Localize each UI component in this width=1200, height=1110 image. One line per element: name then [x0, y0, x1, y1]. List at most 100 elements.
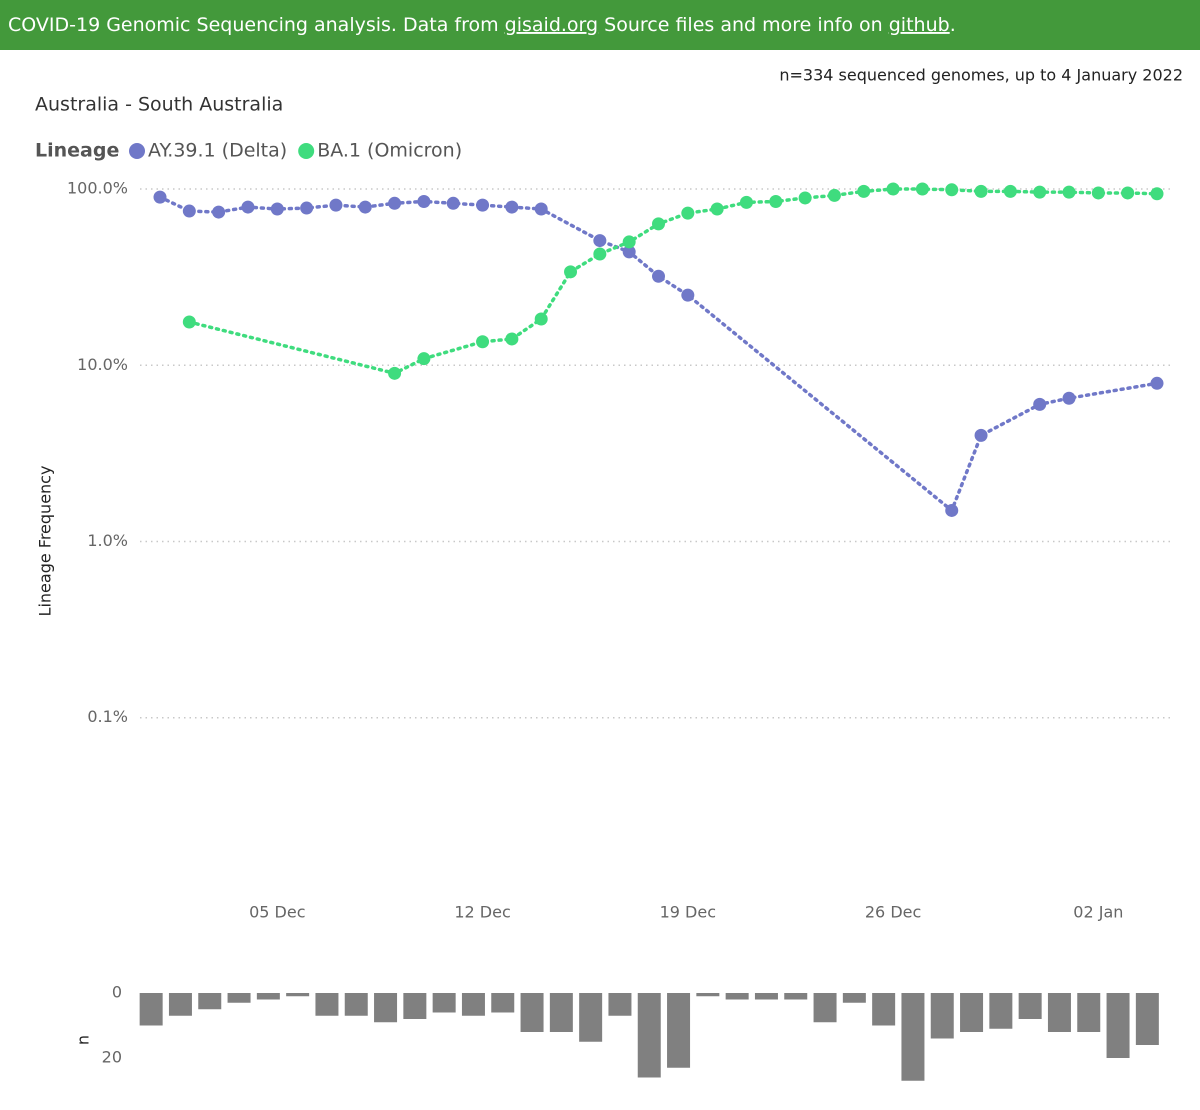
- bar: [344, 993, 368, 1016]
- bar: [872, 993, 896, 1026]
- data-point: [681, 206, 695, 220]
- data-point: [1091, 186, 1105, 200]
- header-text: COVID-19 Genomic Sequencing analysis. Da…: [8, 14, 956, 36]
- bar: [168, 993, 192, 1016]
- data-point: [476, 198, 490, 212]
- bar: [1077, 993, 1101, 1032]
- legend-title: Lineage: [35, 140, 119, 162]
- chart-title: Australia - South Australia: [35, 94, 283, 116]
- data-point: [1033, 397, 1047, 411]
- bar: [1106, 993, 1130, 1058]
- data-point: [915, 182, 929, 196]
- data-point: [417, 352, 431, 366]
- data-point: [446, 196, 460, 210]
- data-point: [974, 184, 988, 198]
- legend-label: BA.1 (Omicron): [317, 140, 462, 162]
- link[interactable]: gisaid.org: [505, 14, 598, 36]
- bar: [315, 993, 339, 1016]
- bar: [374, 993, 398, 1023]
- legend-marker: [298, 143, 315, 159]
- bar: [960, 993, 984, 1032]
- bar: [520, 993, 544, 1032]
- bar: [579, 993, 603, 1042]
- data-point: [593, 234, 607, 248]
- y-tick-label: 1.0%: [87, 531, 128, 550]
- x-tick-label: 12 Dec: [454, 903, 510, 922]
- legend-marker: [129, 143, 145, 159]
- data-point: [739, 195, 753, 209]
- data-point: [329, 198, 343, 212]
- x-tick-label: 19 Dec: [660, 903, 716, 922]
- data-point: [1150, 187, 1164, 201]
- bar: [901, 993, 925, 1081]
- link[interactable]: github: [889, 14, 950, 36]
- x-tick-label: 26 Dec: [865, 903, 921, 922]
- data-point: [476, 335, 490, 349]
- bar: [139, 993, 163, 1026]
- data-point: [1003, 184, 1017, 198]
- data-point: [1062, 391, 1076, 405]
- bar: [930, 993, 954, 1039]
- bar: [549, 993, 573, 1032]
- data-point: [622, 245, 636, 259]
- data-point: [300, 201, 314, 215]
- x-tick-label: 05 Dec: [249, 903, 305, 922]
- y-tick-label: 20: [102, 1048, 122, 1067]
- bar: [667, 993, 691, 1068]
- bar: [461, 993, 485, 1016]
- bar: [608, 993, 632, 1016]
- data-point: [710, 202, 724, 216]
- bar: [1047, 993, 1071, 1032]
- bar: [637, 993, 661, 1078]
- data-point: [153, 190, 167, 204]
- data-point: [593, 247, 607, 261]
- bar: [491, 993, 515, 1013]
- bar: [286, 993, 310, 997]
- y-tick-label: 0.1%: [87, 707, 128, 726]
- bar: [432, 993, 456, 1013]
- data-point: [358, 200, 372, 214]
- data-point: [270, 202, 284, 216]
- data-point: [798, 191, 812, 205]
- bar: [1018, 993, 1042, 1019]
- data-point: [622, 235, 636, 249]
- y-tick-label: 0: [112, 983, 122, 1002]
- data-point: [857, 184, 871, 198]
- bar: [403, 993, 427, 1019]
- legend-label: AY.39.1 (Delta): [148, 140, 287, 162]
- data-point: [652, 217, 665, 231]
- bar: [1135, 993, 1159, 1045]
- data-point: [1033, 185, 1047, 199]
- bar: [813, 993, 837, 1023]
- data-point: [241, 200, 255, 214]
- data-point: [388, 366, 402, 380]
- data-point: [945, 503, 959, 517]
- data-point: [182, 204, 196, 218]
- data-point: [769, 194, 783, 208]
- bar: [198, 993, 222, 1010]
- data-point: [1062, 185, 1076, 199]
- series-line: [187, 187, 1159, 376]
- bar: [725, 993, 749, 1000]
- y-axis-label: Lineage Frequency: [36, 466, 55, 617]
- y-axis-label: n: [74, 1035, 93, 1045]
- data-point: [417, 194, 431, 208]
- bar: [754, 993, 778, 1000]
- data-point: [534, 202, 548, 216]
- data-point: [505, 332, 519, 346]
- data-point: [886, 182, 900, 196]
- subtitle: n=334 sequenced genomes, up to 4 January…: [779, 66, 1183, 85]
- bar: [784, 993, 808, 1000]
- data-point: [182, 315, 196, 329]
- series-line: [158, 195, 1159, 514]
- data-point: [1121, 186, 1135, 200]
- data-point: [827, 188, 841, 202]
- data-point: [212, 205, 226, 219]
- data-point: [388, 196, 402, 210]
- bar: [227, 993, 251, 1003]
- data-point: [974, 428, 988, 442]
- data-point: [505, 200, 519, 214]
- bar: [842, 993, 866, 1003]
- bar: [696, 993, 720, 997]
